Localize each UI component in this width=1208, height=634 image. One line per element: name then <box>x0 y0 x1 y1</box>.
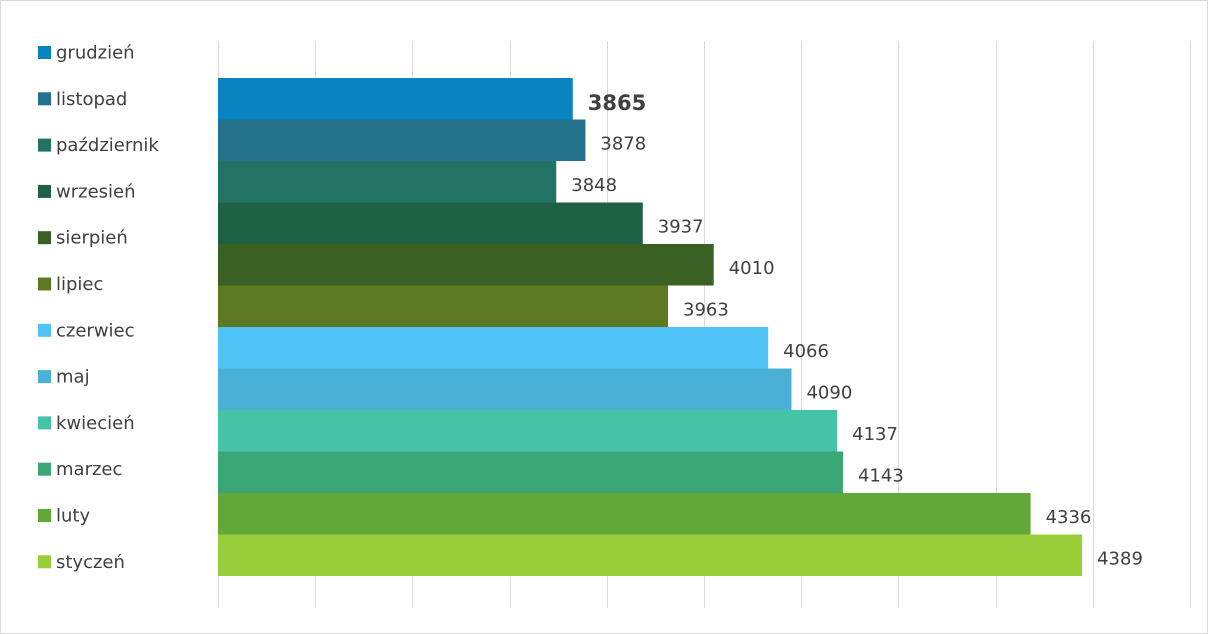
legend-swatch <box>38 370 51 384</box>
legend-swatch <box>38 323 51 337</box>
value-label: 4090 <box>806 382 852 403</box>
value-label: 4066 <box>783 341 829 362</box>
bar-8 <box>218 368 792 410</box>
legend-swatch <box>38 231 51 245</box>
bar-12 <box>218 534 1083 576</box>
value-label: 3878 <box>600 133 646 154</box>
legend-swatch <box>38 46 51 59</box>
bar-6 <box>218 285 669 327</box>
value-label: 4336 <box>1046 507 1092 528</box>
bar-3 <box>218 161 557 203</box>
value-label: 4389 <box>1097 548 1143 569</box>
legend-swatch <box>38 555 51 569</box>
legend-swatch <box>38 509 51 522</box>
legend-label: luty <box>56 506 90 527</box>
legend-label: sierpień <box>56 228 128 249</box>
bar-9 <box>218 410 838 452</box>
legend-swatch <box>38 138 51 152</box>
legend-swatch <box>38 462 51 476</box>
bar-2 <box>218 119 586 161</box>
bar-4 <box>218 202 643 244</box>
legend-label: listopad <box>56 89 127 110</box>
bar-7 <box>218 327 769 369</box>
legend-swatch <box>38 277 51 291</box>
legend-label: czerwiec <box>56 320 135 341</box>
legend-label: lipiec <box>56 274 103 295</box>
value-label: 4143 <box>858 465 904 486</box>
value-label: 3937 <box>658 216 704 237</box>
value-label: 3848 <box>571 175 617 196</box>
legend-label: październik <box>56 135 159 156</box>
bars <box>218 78 1083 576</box>
value-label: 4137 <box>852 424 898 445</box>
legend-swatch <box>38 92 51 106</box>
legend-label: maj <box>56 367 90 388</box>
legend-swatch <box>38 416 51 430</box>
legend-label: wrzesień <box>56 181 136 202</box>
value-label: 3865 <box>588 91 646 115</box>
bar-5 <box>218 244 714 286</box>
value-label: 4010 <box>729 258 775 279</box>
legend-label: kwiecień <box>56 413 135 434</box>
legend-label: grudzień <box>56 43 135 64</box>
bar-10 <box>218 451 843 493</box>
bar-1 <box>218 78 573 120</box>
legend-label: marzec <box>56 459 122 480</box>
value-label: 3963 <box>683 299 729 320</box>
bar-11 <box>218 493 1031 535</box>
legend-swatch <box>38 184 51 198</box>
legend-label: styczeń <box>56 552 125 573</box>
legend: grudzień listopad październik wrzesień sierp… <box>38 43 159 573</box>
